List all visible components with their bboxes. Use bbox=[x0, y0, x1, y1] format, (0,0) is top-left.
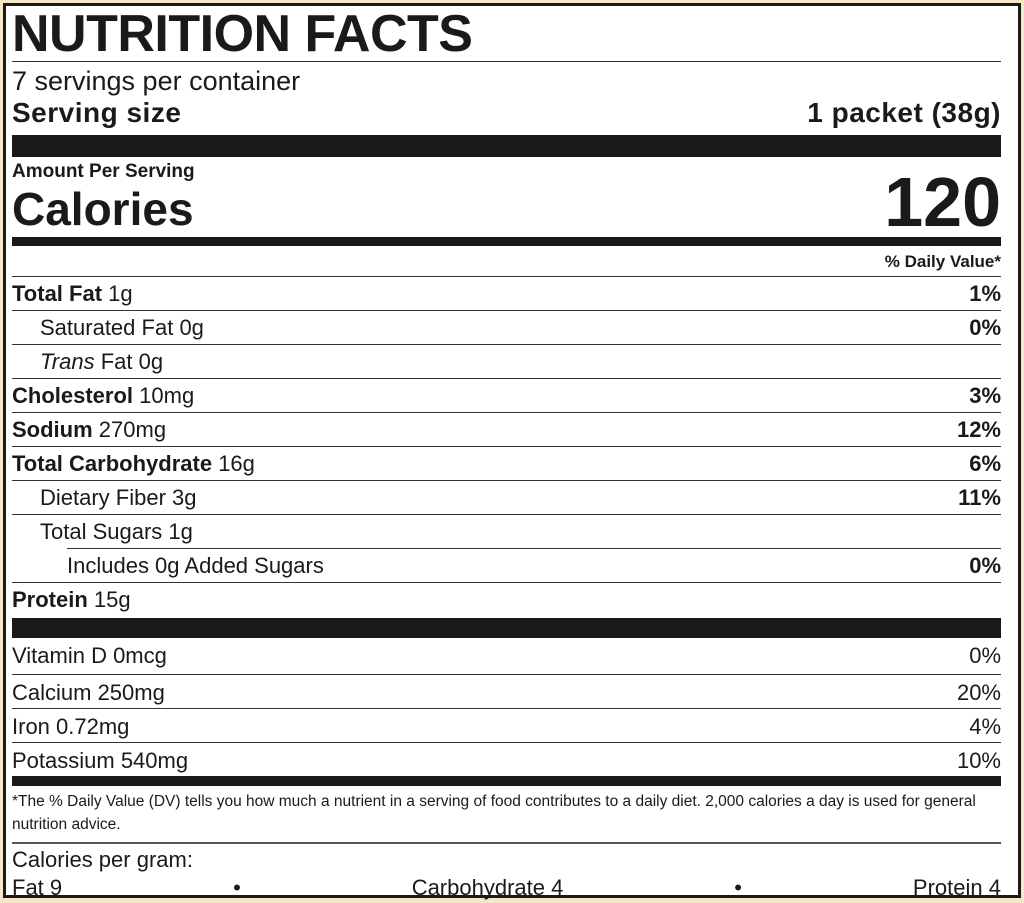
vitamin-row: Potassium 540mg 10% bbox=[12, 743, 1001, 776]
divider-thick bbox=[12, 618, 1001, 638]
nutrient-amount: 0g bbox=[138, 349, 164, 374]
nutrient-name: Total Carbohydrate bbox=[12, 451, 213, 476]
fat-calories: Fat 9 bbox=[12, 875, 63, 900]
footnote: *The % Daily Value (DV) tells you how mu… bbox=[12, 786, 1001, 844]
nutrient-dv: 0% bbox=[969, 315, 1001, 340]
nutrient-dv: 12% bbox=[956, 417, 1001, 442]
label-title: NUTRITION FACTS bbox=[12, 6, 1001, 62]
nutrient-amount: 1g bbox=[168, 519, 193, 544]
nutrient-name: Saturated Fat bbox=[40, 315, 174, 340]
vitamin-dv: 4% bbox=[969, 714, 1001, 739]
calories-label: Calories bbox=[12, 183, 194, 235]
bullet-separator: • bbox=[233, 875, 241, 900]
divider-thick bbox=[12, 135, 1001, 157]
nutrient-name: Includes 0g Added Sugars bbox=[67, 553, 324, 578]
bullet-separator: • bbox=[734, 875, 742, 900]
nutrient-row-total-carbohydrate: Total Carbohydrate 16g 6% bbox=[12, 447, 1001, 481]
nutrient-amount: 10mg bbox=[139, 383, 195, 408]
vitamin-row: Iron 0.72mg 4% bbox=[12, 709, 1001, 743]
nutrient-row-protein: Protein 15g bbox=[12, 583, 1001, 618]
nutrient-dv: 6% bbox=[969, 451, 1001, 476]
vitamin-row: Calcium 250mg 20% bbox=[12, 675, 1001, 709]
vitamin-row: Vitamin D 0mcg 0% bbox=[12, 638, 1001, 675]
carbohydrate-calories: Carbohydrate 4 bbox=[411, 875, 564, 900]
divider-thin bbox=[67, 548, 1001, 549]
nutrient-amount: 3g bbox=[172, 485, 197, 510]
servings-per-container: 7 servings per container bbox=[12, 66, 301, 96]
divider-medium bbox=[12, 237, 1001, 246]
nutrient-row-total-sugars: Total Sugars 1g bbox=[12, 515, 1001, 548]
nutrient-name: Dietary Fiber bbox=[40, 485, 166, 510]
nutrient-dv: 11% bbox=[958, 485, 1001, 510]
vitamin-dv: 0% bbox=[969, 643, 1001, 668]
nutrient-amount: 16g bbox=[218, 451, 255, 476]
nutrient-row-trans-fat: Trans Fat 0g bbox=[12, 345, 1001, 379]
nutrient-name: Protein bbox=[12, 587, 88, 612]
vitamin-label: Potassium 540mg bbox=[12, 748, 189, 773]
nutrient-amount: 1g bbox=[108, 281, 133, 306]
nutrient-dv: 3% bbox=[969, 383, 1001, 408]
nutrient-amount: 0g bbox=[179, 315, 204, 340]
vitamin-label: Iron 0.72mg bbox=[12, 714, 130, 739]
serving-size-label: Serving size bbox=[12, 97, 182, 128]
serving-size-value: 1 packet (38g) bbox=[807, 97, 1001, 128]
calories-per-gram-values: Fat 9 • Carbohydrate 4 • Protein 4 bbox=[12, 873, 1001, 903]
nutrient-amount: 15g bbox=[93, 587, 131, 612]
vitamin-label: Calcium 250mg bbox=[12, 680, 165, 705]
protein-calories: Protein 4 bbox=[912, 875, 1001, 900]
vitamin-dv: 20% bbox=[956, 680, 1001, 705]
nutrient-dv: 0% bbox=[969, 553, 1001, 578]
nutrient-name: Total Fat bbox=[12, 281, 103, 306]
calories-per-gram-label: Calories per gram: bbox=[12, 847, 193, 872]
nutrient-name: Fat bbox=[100, 349, 133, 374]
nutrient-name: Cholesterol bbox=[12, 383, 134, 408]
amount-per-serving: Amount Per Serving bbox=[12, 161, 195, 182]
nutrient-name: Total Sugars bbox=[40, 519, 163, 544]
vitamin-label: Vitamin D 0mcg bbox=[12, 643, 167, 668]
nutrient-dv: 1% bbox=[969, 281, 1001, 306]
nutrient-row-dietary-fiber: Dietary Fiber 3g 11% bbox=[12, 481, 1001, 515]
daily-value-header: % Daily Value* bbox=[12, 246, 1001, 277]
divider-thick bbox=[12, 776, 1001, 786]
nutrient-row-added-sugars: Includes 0g Added Sugars 0% bbox=[12, 549, 1001, 583]
nutrition-facts-label: NUTRITION FACTS 7 servings per container… bbox=[3, 3, 1021, 900]
nutrient-name: Sodium bbox=[12, 417, 93, 442]
nutrient-amount: 270mg bbox=[98, 417, 167, 442]
nutrient-row-total-fat: Total Fat 1g 1% bbox=[12, 277, 1001, 311]
calories-value: 120 bbox=[884, 163, 1001, 241]
calories-row: Calories 120 bbox=[12, 167, 1001, 237]
nutrient-row-sodium: Sodium 270mg 12% bbox=[12, 413, 1001, 447]
nutrient-row-saturated-fat: Saturated Fat 0g 0% bbox=[12, 311, 1001, 345]
nutrient-name-italic: Trans bbox=[40, 349, 95, 374]
nutrient-row-cholesterol: Cholesterol 10mg 3% bbox=[12, 379, 1001, 413]
vitamin-dv: 10% bbox=[956, 748, 1001, 773]
serving-size: Serving size 1 packet (38g) bbox=[12, 95, 1001, 135]
